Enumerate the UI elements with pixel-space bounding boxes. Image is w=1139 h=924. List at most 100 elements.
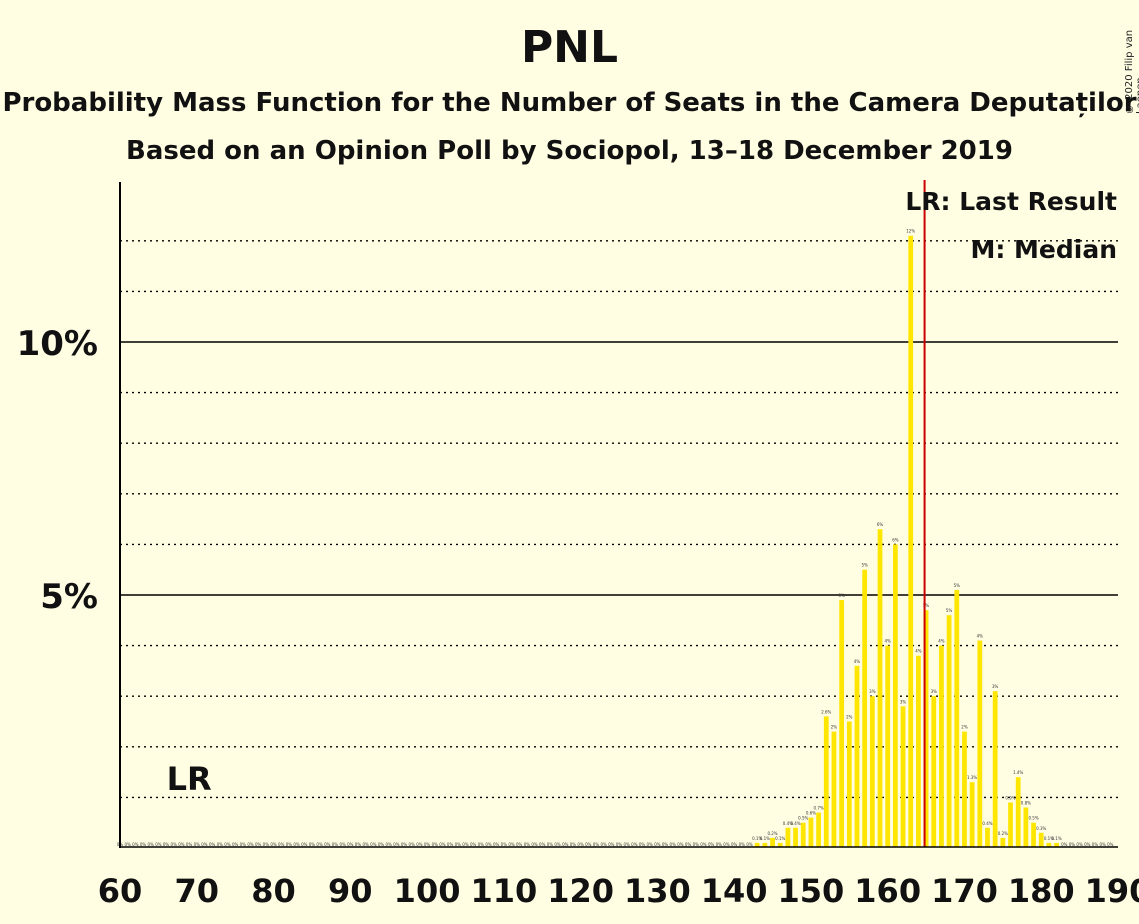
zero-bar-label: 0% [1099, 842, 1106, 847]
bar-154 [839, 600, 845, 847]
median-marker [913, 544, 924, 554]
x-tick-label: 80 [251, 872, 296, 910]
zero-bar-label: 0% [393, 842, 400, 847]
bar-159 [877, 529, 883, 847]
bar-170 [962, 731, 967, 847]
legend-last-result: LR: Last Result [905, 187, 1117, 216]
bar-label-179: 0.5% [1028, 816, 1038, 821]
bar-175 [1000, 837, 1006, 847]
zero-bar-label: 0% [140, 842, 147, 847]
zero-bar-label: 0% [240, 842, 247, 847]
bar-148 [793, 827, 798, 847]
bar-161 [892, 544, 898, 847]
bar-151 [816, 812, 821, 847]
zero-bar-label: 0% [623, 842, 630, 847]
x-tick-label: 170 [931, 872, 998, 910]
zero-bar-label: 0% [124, 842, 131, 847]
chart-source: Based on an Opinion Poll by Sociopol, 13… [126, 136, 1013, 166]
zero-bar-label: 0% [1107, 842, 1114, 847]
x-tick-label: 150 [778, 872, 845, 910]
bar-166 [931, 696, 937, 847]
bar-181 [1046, 842, 1052, 847]
zero-bar-label: 0% [746, 842, 753, 847]
bar-147 [785, 827, 791, 847]
zero-bar-label: 0% [378, 842, 385, 847]
zero-bar-label: 0% [639, 842, 646, 847]
zero-bar-label: 0% [1092, 842, 1099, 847]
bar-158 [869, 696, 875, 847]
x-tick-label: 160 [854, 872, 921, 910]
zero-bar-label: 0% [362, 842, 369, 847]
bar-label-163: 12% [906, 229, 915, 234]
x-tick-label: 130 [624, 872, 691, 910]
zero-bar-label: 0% [693, 842, 700, 847]
chart-title: PNL [520, 22, 619, 73]
x-tick-label: 140 [701, 872, 768, 910]
bar-144 [762, 842, 768, 847]
zero-bar-label: 0% [600, 842, 607, 847]
zero-bar-label: 0% [201, 842, 208, 847]
zero-bar-label: 0% [647, 842, 654, 847]
zero-bar-label: 0% [424, 842, 431, 847]
bar-label-171: 1.3% [967, 775, 977, 780]
bar-label-180: 0.3% [1036, 826, 1046, 831]
zero-bar-label: 0% [194, 842, 201, 847]
bar-label-148: 0.4% [790, 821, 800, 826]
bar-label-174: 3% [992, 684, 999, 689]
bar-label-161: 6% [892, 537, 899, 542]
bar-180 [1038, 832, 1044, 847]
zero-bar-label: 0% [531, 842, 538, 847]
zero-bar-label: 0% [370, 842, 377, 847]
x-tick-label: 180 [1008, 872, 1075, 910]
zero-bar-label: 0% [409, 842, 416, 847]
zero-bar-label: 0% [631, 842, 638, 847]
bar-152 [823, 716, 829, 847]
bar-149 [800, 822, 806, 847]
bar-157 [862, 569, 868, 847]
bar-label-181: 0.1% [1044, 836, 1054, 841]
bar-label-173: 0.4% [982, 821, 992, 826]
bar-label-178: 0.8% [1021, 801, 1031, 806]
zero-bar-label: 0% [455, 842, 462, 847]
zero-bar-label: 0% [339, 842, 346, 847]
zero-bar-label: 0% [670, 842, 677, 847]
zero-bar-label: 0% [1061, 842, 1068, 847]
bar-label-155: 2% [846, 715, 853, 720]
zero-bar-label: 0% [1069, 842, 1076, 847]
bar-label-162: 3% [900, 699, 907, 704]
zero-bar-label: 0% [585, 842, 592, 847]
bar-label-167: 4% [938, 639, 945, 644]
bar-172 [977, 640, 983, 847]
bar-160 [885, 645, 891, 847]
zero-bar-label: 0% [677, 842, 684, 847]
zero-bar-label: 0% [608, 842, 615, 847]
zero-bar-label: 0% [432, 842, 439, 847]
zero-bar-label: 0% [739, 842, 746, 847]
bar-label-154: 5% [838, 593, 845, 598]
zero-bar-label: 0% [347, 842, 354, 847]
bar-label-147: 0.4% [783, 821, 793, 826]
bar-label-158: 3% [869, 689, 876, 694]
bar-label-176: 0.9% [1005, 795, 1015, 800]
zero-bar-label: 0% [685, 842, 692, 847]
bar-label-152: 2.6% [821, 709, 831, 714]
zero-bar-label: 0% [508, 842, 515, 847]
x-tick-label: 190 [1085, 872, 1139, 910]
bar-173 [985, 827, 990, 847]
bar-174 [992, 691, 998, 847]
bar-162 [900, 706, 906, 847]
bar-label-182: 0.1% [1051, 836, 1061, 841]
bar-label-169: 5% [954, 583, 961, 588]
zero-bar-label: 0% [501, 842, 508, 847]
bar-label-146: 0.1% [775, 836, 785, 841]
zero-bar-label: 0% [577, 842, 584, 847]
zero-bar-label: 0% [439, 842, 446, 847]
chart-subtitle: Probability Mass Function for the Number… [2, 88, 1137, 118]
x-tick-label: 70 [175, 872, 220, 910]
zero-bar-label: 0% [478, 842, 485, 847]
bar-label-175: 0.2% [998, 831, 1008, 836]
bar-143 [754, 842, 760, 847]
zero-bar-label: 0% [178, 842, 185, 847]
zero-bar-label: 0% [386, 842, 393, 847]
